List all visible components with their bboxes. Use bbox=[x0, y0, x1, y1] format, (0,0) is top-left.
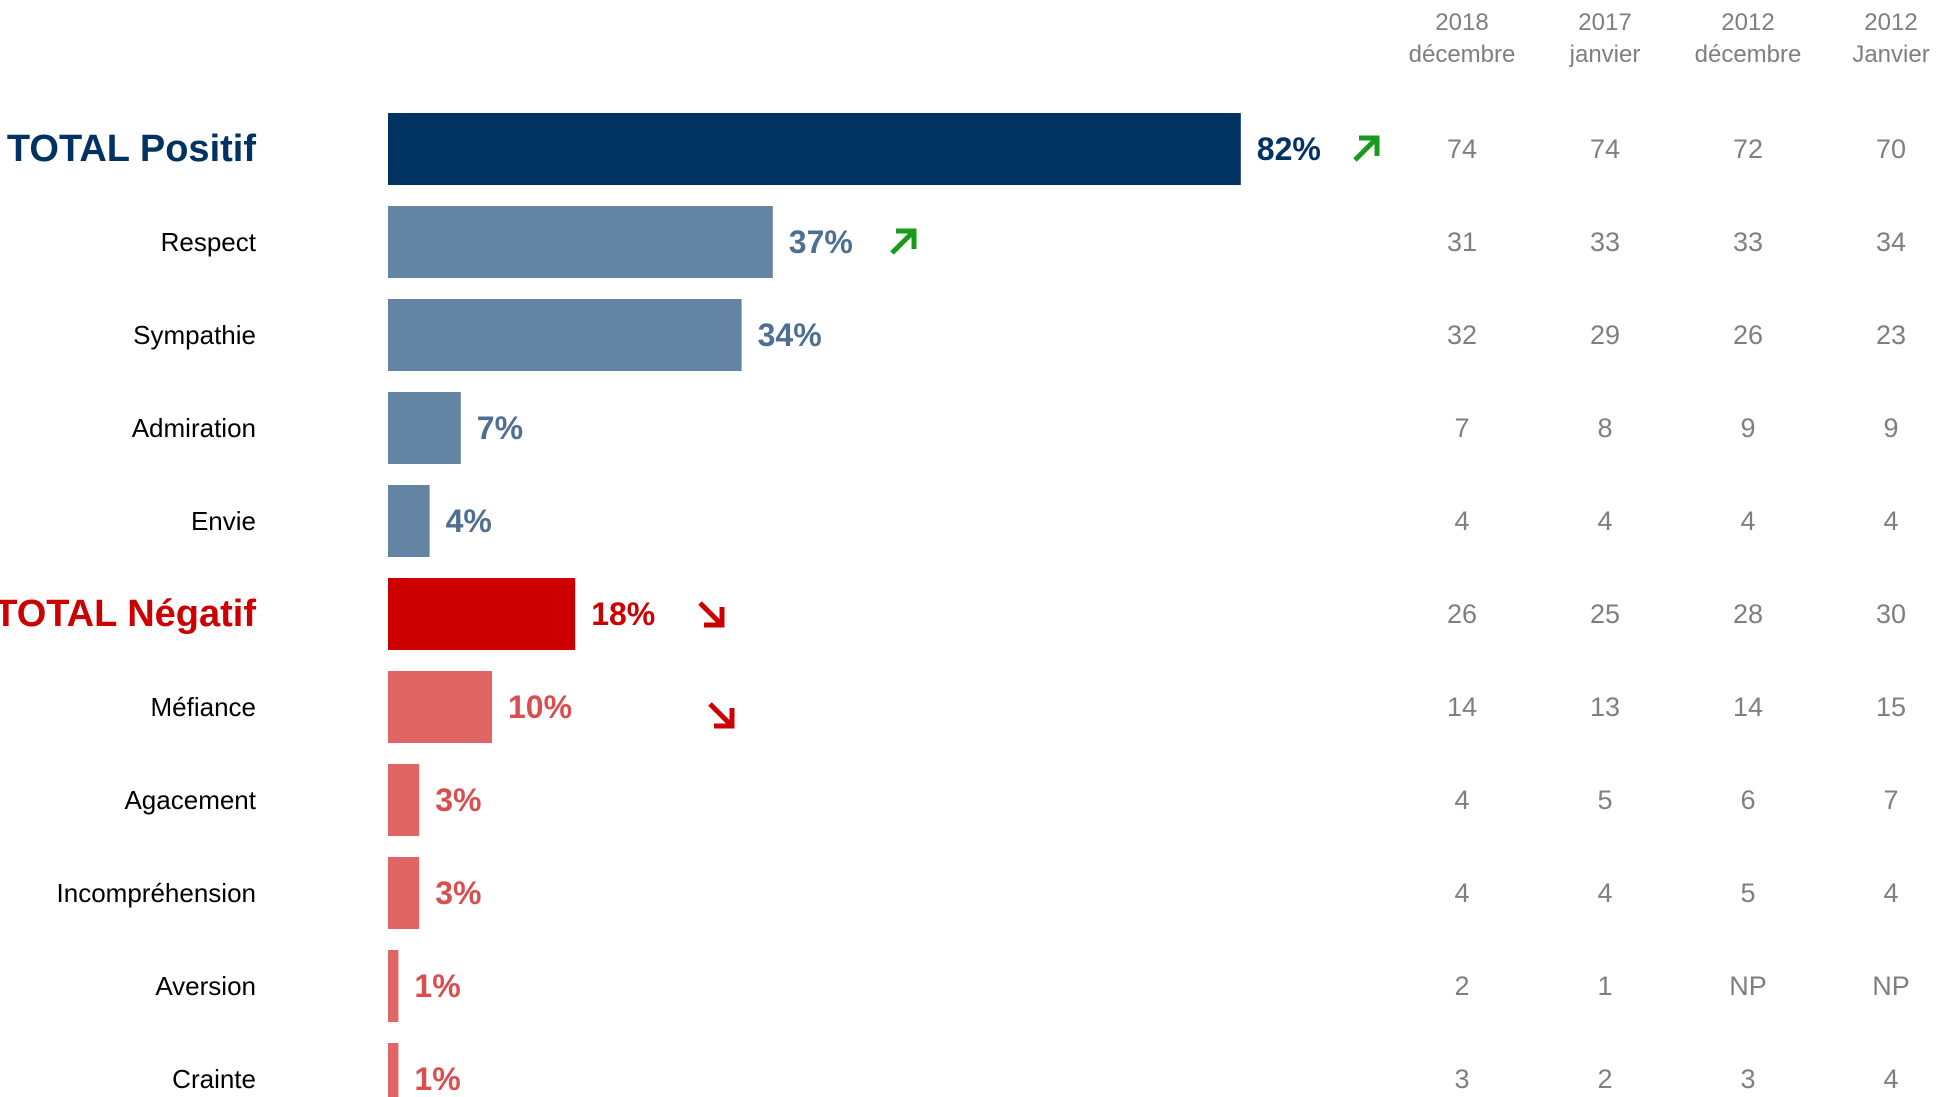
bar bbox=[388, 671, 492, 743]
history-value: 74 bbox=[1590, 134, 1620, 164]
history-value: 9 bbox=[1740, 413, 1755, 443]
history-value: 33 bbox=[1733, 227, 1763, 257]
history-value: 4 bbox=[1597, 506, 1612, 536]
category-label: Aversion bbox=[155, 971, 256, 1001]
bar-value-label: 7% bbox=[477, 410, 523, 446]
bar bbox=[388, 392, 461, 464]
history-value: 4 bbox=[1454, 785, 1469, 815]
category-label: Respect bbox=[161, 227, 257, 257]
history-value: 4 bbox=[1883, 878, 1898, 908]
history-value: 4 bbox=[1454, 878, 1469, 908]
history-value: 3 bbox=[1740, 1064, 1755, 1094]
arrow-stroke bbox=[1353, 138, 1377, 162]
bar-value-label: 1% bbox=[414, 968, 460, 1004]
history-value: 25 bbox=[1590, 599, 1620, 629]
arrow-stroke bbox=[704, 607, 725, 628]
history-header-month: Janvier bbox=[1852, 41, 1929, 68]
total-category-label: TOTAL Positif bbox=[7, 128, 256, 170]
history-value: 9 bbox=[1883, 413, 1898, 443]
history-value: NP bbox=[1872, 971, 1910, 1001]
trend-up-arrow-icon bbox=[1353, 135, 1380, 162]
history-value: 32 bbox=[1447, 320, 1477, 350]
arrow-stroke bbox=[714, 708, 735, 729]
history-value: 8 bbox=[1597, 413, 1612, 443]
history-value: 14 bbox=[1733, 692, 1763, 722]
total-bar bbox=[388, 113, 1241, 185]
bar bbox=[388, 299, 742, 371]
arrow-stroke bbox=[896, 228, 917, 249]
arrow-stroke bbox=[708, 702, 732, 726]
arrow-stroke bbox=[890, 231, 914, 255]
bar-value-label: 18% bbox=[591, 596, 655, 632]
history-value: NP bbox=[1729, 971, 1767, 1001]
history-value: 6 bbox=[1740, 785, 1755, 815]
history-value: 2 bbox=[1597, 1064, 1612, 1094]
arrow-stroke bbox=[698, 601, 722, 625]
category-label: Méfiance bbox=[151, 692, 257, 722]
bar bbox=[388, 485, 430, 557]
history-value: 4 bbox=[1454, 506, 1469, 536]
history-value: 4 bbox=[1883, 1064, 1898, 1094]
history-value: 4 bbox=[1740, 506, 1755, 536]
history-value: 29 bbox=[1590, 320, 1620, 350]
bar bbox=[388, 764, 420, 836]
bar-value-label: 10% bbox=[508, 689, 572, 725]
bar bbox=[388, 950, 399, 1022]
bar-value-label: 4% bbox=[446, 503, 492, 539]
history-header-year: 2012 bbox=[1864, 9, 1917, 36]
total-bar bbox=[388, 578, 576, 650]
bar bbox=[388, 857, 420, 929]
history-value: 30 bbox=[1876, 599, 1906, 629]
history-value: 5 bbox=[1740, 878, 1755, 908]
trend-down-arrow-icon bbox=[708, 702, 735, 729]
history-value: 26 bbox=[1733, 320, 1763, 350]
history-header-month: décembre bbox=[1409, 41, 1516, 68]
history-value: 31 bbox=[1447, 227, 1477, 257]
history-value: 2 bbox=[1454, 971, 1469, 1001]
bar bbox=[388, 206, 773, 278]
history-value: 7 bbox=[1883, 785, 1898, 815]
history-value: 4 bbox=[1597, 878, 1612, 908]
history-value: 13 bbox=[1590, 692, 1620, 722]
history-value: 7 bbox=[1454, 413, 1469, 443]
category-label: Crainte bbox=[172, 1064, 256, 1094]
history-value: 4 bbox=[1883, 506, 1898, 536]
history-value: 70 bbox=[1876, 134, 1906, 164]
arrow-stroke bbox=[1359, 135, 1380, 156]
bar-value-label: 37% bbox=[789, 224, 853, 260]
bar-value-label: 3% bbox=[435, 875, 481, 911]
history-header-year: 2017 bbox=[1578, 9, 1631, 36]
total-category-label: TOTAL Négatif bbox=[0, 593, 256, 635]
history-value: 74 bbox=[1447, 134, 1477, 164]
history-value: 3 bbox=[1454, 1064, 1469, 1094]
trend-down-arrow-icon bbox=[698, 601, 725, 628]
history-value: 28 bbox=[1733, 599, 1763, 629]
category-label: Agacement bbox=[124, 785, 256, 815]
history-header-year: 2018 bbox=[1435, 9, 1488, 36]
category-label: Admiration bbox=[132, 413, 256, 443]
category-label: Sympathie bbox=[133, 320, 256, 350]
bar-value-label: 34% bbox=[758, 317, 822, 353]
history-value: 14 bbox=[1447, 692, 1477, 722]
history-header-month: décembre bbox=[1695, 41, 1802, 68]
history-value: 23 bbox=[1876, 320, 1906, 350]
history-header-month: janvier bbox=[1569, 41, 1641, 68]
history-value: 26 bbox=[1447, 599, 1477, 629]
history-value: 15 bbox=[1876, 692, 1906, 722]
history-value: 5 bbox=[1597, 785, 1612, 815]
category-label: Envie bbox=[191, 506, 256, 536]
history-value: 34 bbox=[1876, 227, 1906, 257]
history-value: 72 bbox=[1733, 134, 1763, 164]
category-label: Incompréhension bbox=[57, 878, 256, 908]
bar-value-label: 1% bbox=[414, 1061, 460, 1097]
history-header-year: 2012 bbox=[1721, 9, 1774, 36]
history-value: 1 bbox=[1597, 971, 1612, 1001]
history-value: 33 bbox=[1590, 227, 1620, 257]
bar-value-label: 3% bbox=[435, 782, 481, 818]
trend-up-arrow-icon bbox=[890, 228, 917, 255]
bar bbox=[388, 1043, 399, 1097]
bar-value-label: 82% bbox=[1257, 131, 1321, 167]
